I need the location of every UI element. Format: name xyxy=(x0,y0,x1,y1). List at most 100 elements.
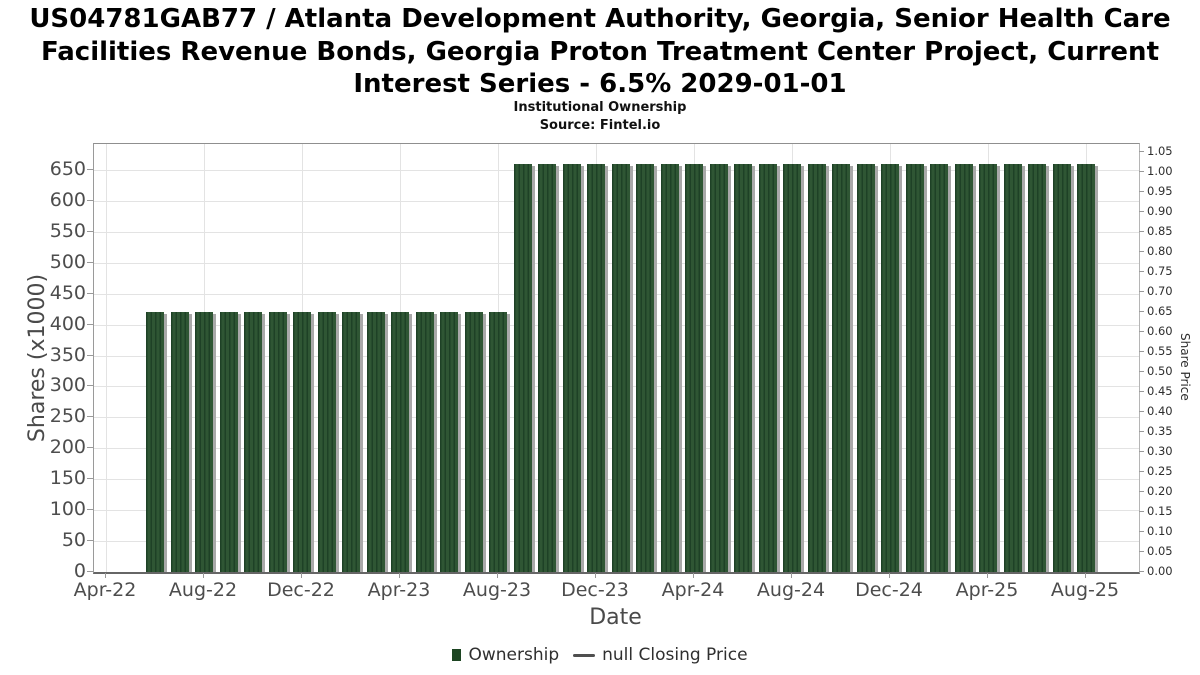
y-axis-tick-label-left: 550 xyxy=(49,219,86,242)
y-axis-tick-mark-right xyxy=(1139,151,1144,152)
x-axis-tick-label: Dec-22 xyxy=(267,579,335,601)
ownership-bar[interactable] xyxy=(293,312,311,572)
ownership-bar[interactable] xyxy=(244,312,262,572)
x-axis-tick-mark xyxy=(203,573,204,578)
y-axis-tick-label-left: 500 xyxy=(49,250,86,273)
x-axis-tick-label: Aug-22 xyxy=(168,579,238,601)
ownership-bar[interactable] xyxy=(195,312,213,572)
ownership-bar[interactable] xyxy=(1003,163,1022,572)
y-axis-tick-mark-right xyxy=(1139,171,1144,172)
vertical-gridline xyxy=(106,144,107,572)
legend-item-ownership[interactable]: Ownership xyxy=(452,645,559,665)
ownership-bar[interactable] xyxy=(660,163,679,572)
ownership-bar[interactable] xyxy=(881,163,899,572)
ownership-bar[interactable] xyxy=(489,312,507,572)
y-axis-tick-label-right: 0.15 xyxy=(1147,504,1173,518)
y-axis-tick-mark-right xyxy=(1139,191,1144,192)
y-axis-tick-mark-right xyxy=(1139,411,1144,412)
ownership-bar[interactable] xyxy=(587,163,605,572)
legend-label-ownership: Ownership xyxy=(468,645,560,665)
ownership-bar[interactable] xyxy=(317,312,336,572)
y-axis-tick-mark-left xyxy=(87,571,93,572)
y-axis-tick-mark-left xyxy=(87,292,93,294)
plot-area xyxy=(93,143,1140,574)
y-axis-tick-label-left: 450 xyxy=(49,281,86,304)
y-axis-tick-mark-right xyxy=(1139,431,1144,432)
y-axis-tick-mark-right xyxy=(1139,371,1144,372)
y-axis-tick-mark-left xyxy=(87,354,93,356)
ownership-bar[interactable] xyxy=(954,163,973,572)
ownership-bar[interactable] xyxy=(562,163,581,572)
ownership-bar[interactable] xyxy=(930,163,948,572)
x-axis-tick-mark xyxy=(987,573,988,578)
ownership-bar[interactable] xyxy=(268,312,287,572)
ownership-bar[interactable] xyxy=(440,312,458,572)
closing-price-series-marker-icon xyxy=(573,653,596,657)
y-axis-tick-label-right: 0.20 xyxy=(1147,484,1173,498)
y-axis-tick-label-right: 0.00 xyxy=(1147,564,1173,578)
x-axis-tick-mark xyxy=(595,573,596,578)
x-axis-tick-mark xyxy=(399,573,400,578)
y-axis-tick-label-left: 300 xyxy=(49,374,86,397)
x-axis-tick-label: Apr-23 xyxy=(367,579,431,601)
y-axis-tick-label-right: 1.05 xyxy=(1147,144,1173,158)
ownership-bar[interactable] xyxy=(636,163,654,572)
ownership-bar[interactable] xyxy=(807,163,826,572)
ownership-bar[interactable] xyxy=(1028,163,1046,572)
y-axis-tick-mark-left xyxy=(87,168,93,170)
ownership-bar[interactable] xyxy=(219,312,238,572)
y-axis-tick-label-right: 0.65 xyxy=(1147,304,1173,318)
y-axis-tick-mark-left xyxy=(87,478,93,480)
y-axis-tick-mark-right xyxy=(1139,211,1144,212)
ownership-bar[interactable] xyxy=(734,163,752,572)
x-axis-tick-label: Dec-24 xyxy=(855,579,923,601)
ownership-bar[interactable] xyxy=(342,312,360,572)
y-axis-tick-mark-left xyxy=(87,416,93,418)
y-axis-tick-label-left: 650 xyxy=(49,157,86,180)
ownership-bar[interactable] xyxy=(758,163,777,572)
y-axis-tick-label-left: 400 xyxy=(49,312,86,335)
ownership-bar[interactable] xyxy=(979,163,997,572)
ownership-bar[interactable] xyxy=(146,312,164,572)
chart-title-line-3: Interest Series - 6.5% 2029-01-01 xyxy=(353,69,847,99)
x-axis-tick-mark xyxy=(1085,573,1086,578)
y-axis-tick-label-right: 0.70 xyxy=(1147,284,1173,298)
x-axis-tick-mark xyxy=(105,573,106,578)
legend-item-closing-price[interactable]: null Closing Price xyxy=(573,645,748,665)
ownership-bar[interactable] xyxy=(415,312,434,572)
x-axis-tick-label: Dec-23 xyxy=(561,579,629,601)
ownership-bar[interactable] xyxy=(905,163,924,572)
y-axis-tick-mark-left xyxy=(87,230,93,232)
ownership-bar[interactable] xyxy=(538,163,556,572)
y-axis-tick-label-left: 250 xyxy=(49,405,86,428)
y-axis-tick-label-right: 0.10 xyxy=(1147,524,1173,538)
y-axis-tick-mark-left xyxy=(87,385,93,387)
ownership-bar[interactable] xyxy=(783,163,801,572)
ownership-bar[interactable] xyxy=(513,163,532,572)
ownership-bar[interactable] xyxy=(611,163,630,572)
ownership-bar[interactable] xyxy=(709,163,728,572)
ownership-bar[interactable] xyxy=(464,312,483,572)
y-axis-tick-mark-right xyxy=(1139,331,1144,332)
y-axis-tick-mark-left xyxy=(87,540,93,542)
ownership-bar[interactable] xyxy=(832,163,850,572)
y-axis-tick-label-right: 0.55 xyxy=(1147,344,1173,358)
ownership-bar[interactable] xyxy=(1052,163,1071,572)
ownership-bar[interactable] xyxy=(685,163,703,572)
x-axis-tick-label: Aug-24 xyxy=(756,579,826,601)
ownership-bar[interactable] xyxy=(391,312,409,572)
y-axis-tick-mark-right xyxy=(1139,291,1144,292)
ownership-bar[interactable] xyxy=(856,163,875,572)
ownership-bar[interactable] xyxy=(366,312,385,572)
ownership-bar[interactable] xyxy=(170,312,189,572)
ownership-bar[interactable] xyxy=(1077,163,1095,572)
x-axis-tick-label: Apr-25 xyxy=(955,579,1019,601)
y-axis-tick-mark-right xyxy=(1139,231,1144,232)
y-axis-tick-label-left: 0 xyxy=(73,560,86,582)
ownership-series-marker-icon xyxy=(452,649,462,661)
y-axis-tick-label-right: 0.50 xyxy=(1147,364,1173,378)
y-axis-tick-label-right: 0.05 xyxy=(1147,544,1173,558)
y-axis-tick-mark-right xyxy=(1139,271,1144,272)
y-axis-tick-mark-right xyxy=(1139,311,1144,312)
